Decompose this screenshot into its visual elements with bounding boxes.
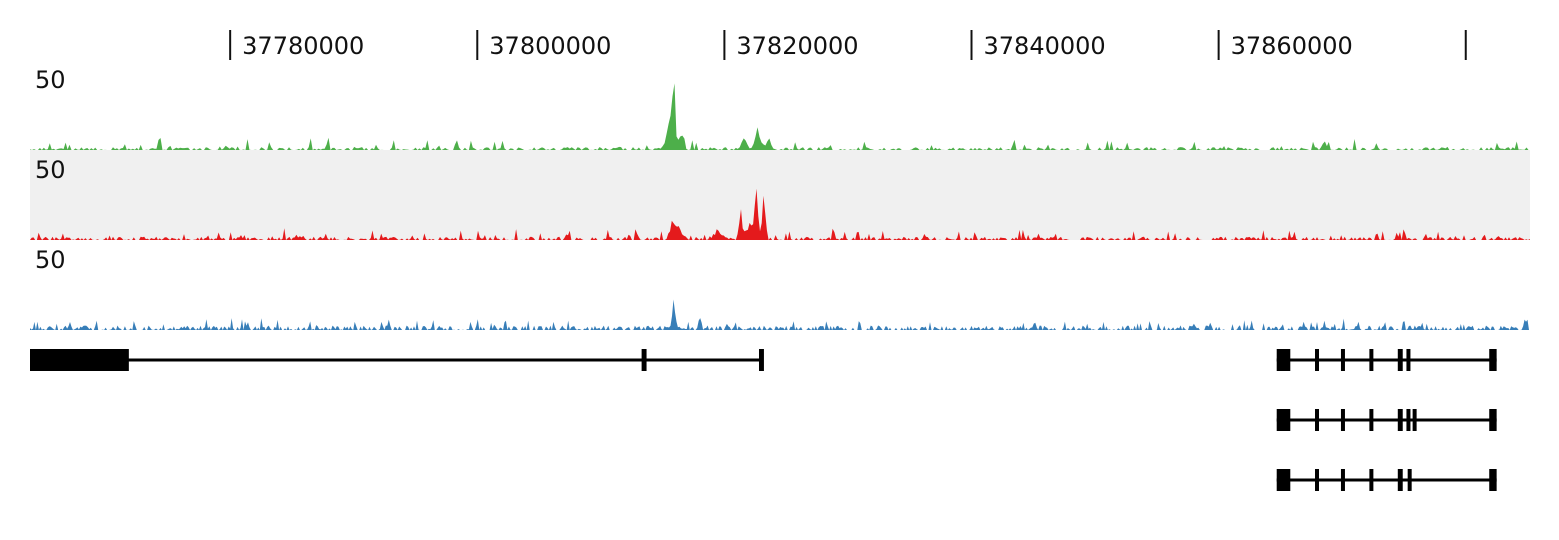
track-green: 50	[30, 66, 1530, 150]
gene-exon	[1276, 349, 1291, 371]
gene-exon	[1489, 469, 1497, 491]
gene-exon	[1369, 349, 1374, 371]
gene-exon	[1397, 469, 1403, 491]
gene-exon	[1412, 409, 1417, 431]
x-tick-label: 37800000	[489, 32, 611, 60]
x-tick-label: 37840000	[984, 32, 1106, 60]
gene-exon	[641, 349, 647, 371]
gene-exon	[1276, 469, 1291, 491]
x-tick-label: 37860000	[1231, 32, 1353, 60]
signal-tracks: 50 50 50	[30, 66, 1530, 330]
gene-exon	[1276, 409, 1291, 431]
track-blue: 50	[30, 246, 1530, 330]
gene-exon	[1406, 409, 1411, 431]
gene-exon	[1315, 349, 1320, 371]
x-tick-label: 37780000	[242, 32, 364, 60]
gene-exon	[1340, 469, 1345, 491]
track-scale-label: 50	[35, 66, 66, 94]
track-green-signal	[30, 83, 1530, 150]
gene-exon	[1340, 349, 1345, 371]
gene-model	[1276, 469, 1497, 491]
gene-model	[1276, 349, 1497, 371]
gene-exon	[1407, 469, 1412, 491]
gene-exon	[1489, 349, 1497, 371]
gene-track	[30, 349, 1497, 491]
gene-model	[30, 349, 764, 371]
track-scale-label: 50	[35, 156, 66, 184]
gene-exon	[30, 349, 129, 371]
gene-exon	[1406, 349, 1411, 371]
x-tick-label: 37820000	[736, 32, 858, 60]
track-blue-signal	[30, 299, 1530, 330]
gene-exon	[1397, 409, 1403, 431]
track-scale-label: 50	[35, 246, 66, 274]
gene-exon	[1340, 409, 1345, 431]
gene-exon	[1369, 409, 1374, 431]
gene-model	[1276, 409, 1497, 431]
gene-exon	[1315, 469, 1320, 491]
gene-exon	[1489, 409, 1497, 431]
track-red: 50	[30, 150, 1530, 240]
gene-exon	[758, 349, 764, 371]
x-axis: 37780000 37800000 37820000 37840000 37860000	[229, 30, 1467, 60]
gene-exon	[1315, 409, 1320, 431]
gene-exon	[1397, 349, 1403, 371]
gene-exon	[1369, 469, 1374, 491]
track-background	[30, 150, 1530, 240]
